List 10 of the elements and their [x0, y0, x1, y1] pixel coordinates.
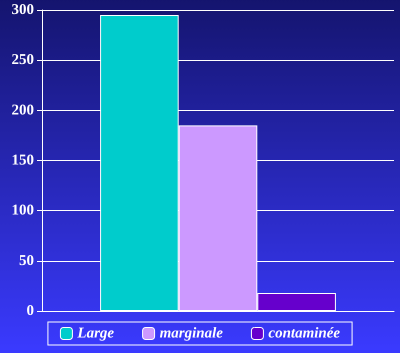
y-tick-label: 100	[12, 202, 34, 219]
y-tick-label: 150	[12, 152, 34, 168]
legend-label: marginale	[160, 326, 224, 342]
legend-label: contaminée	[268, 326, 340, 342]
y-tick-label: 250	[12, 52, 34, 68]
y-tick-label: 0	[26, 303, 34, 319]
legend-label: Large	[76, 326, 114, 342]
y-tick-label: 50	[19, 252, 34, 269]
y-tick-label: 300	[12, 2, 34, 18]
y-tick-label: 200	[12, 102, 34, 118]
